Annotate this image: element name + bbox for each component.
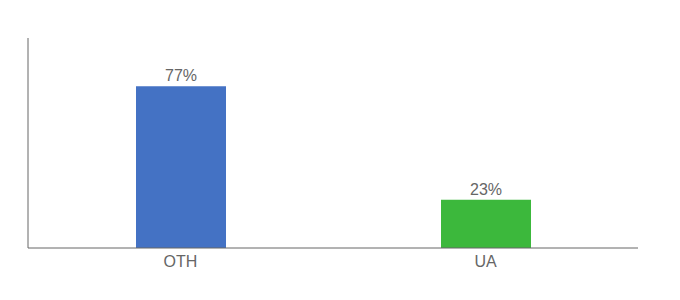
svg-text:23%: 23% (470, 181, 502, 198)
svg-text:OTH: OTH (164, 253, 198, 270)
svg-text:UA: UA (474, 253, 497, 270)
svg-text:77%: 77% (165, 67, 197, 84)
